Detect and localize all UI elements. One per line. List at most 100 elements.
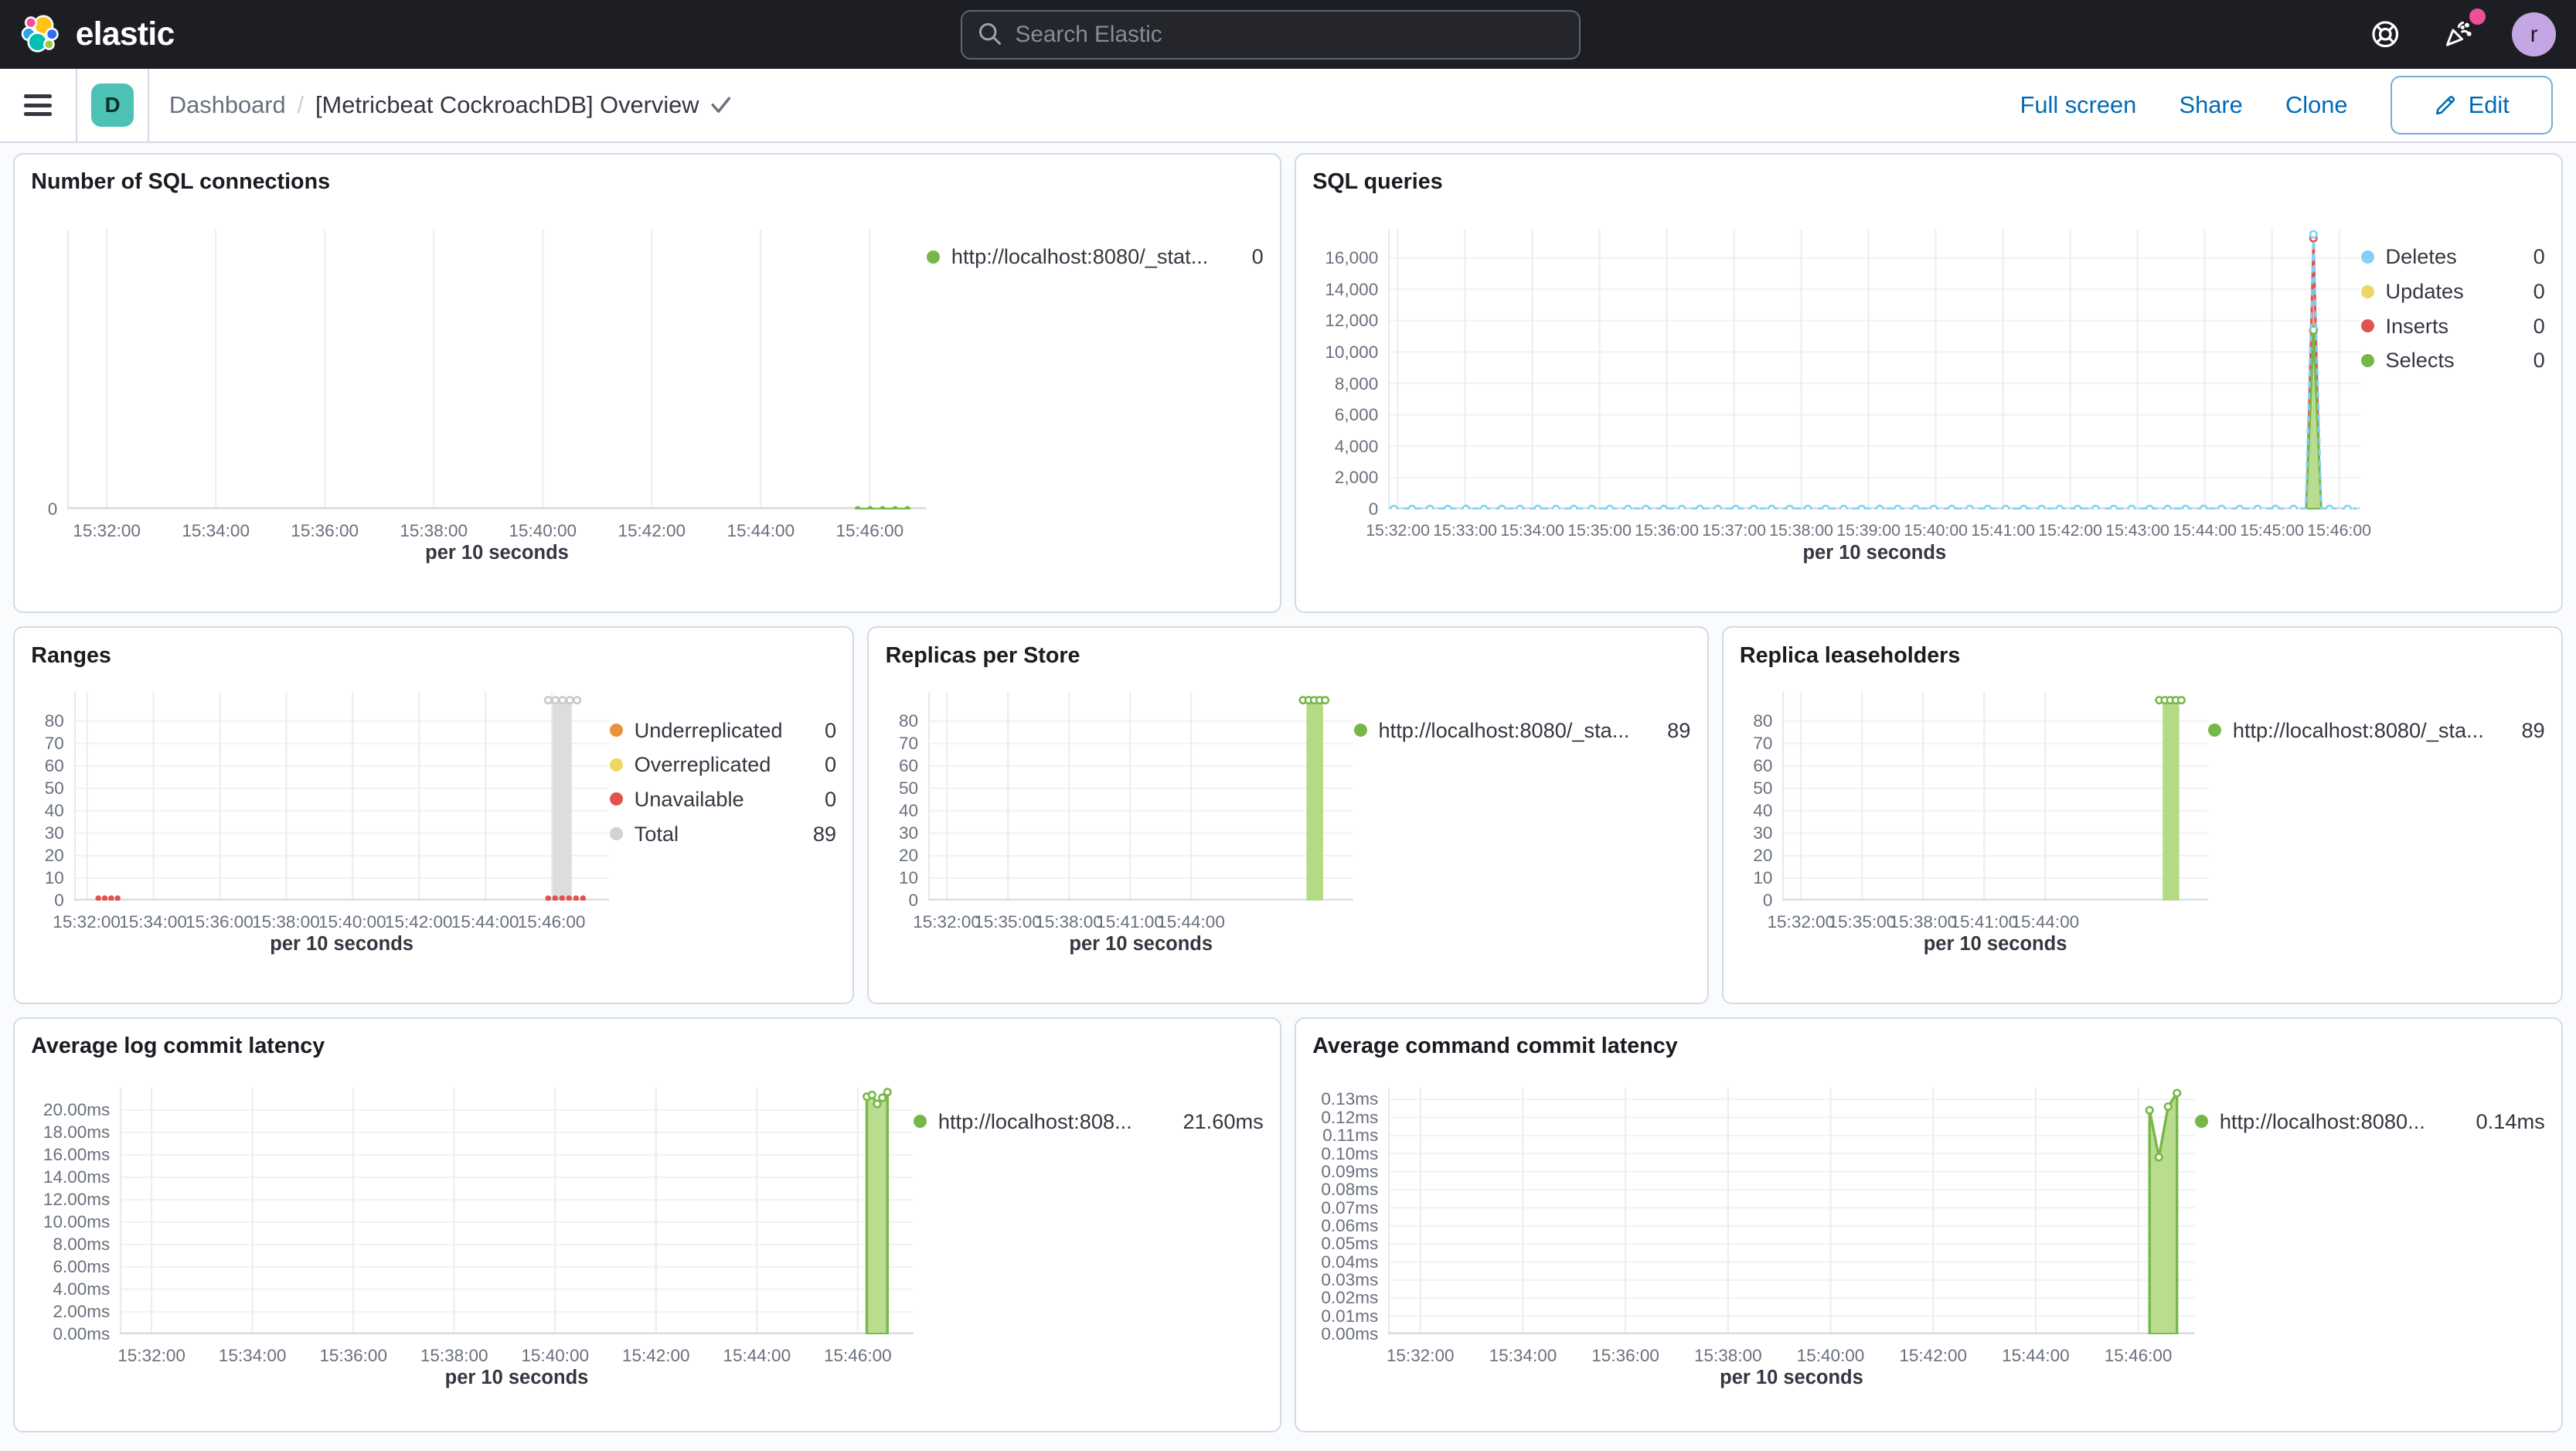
x-axis-title: per 10 seconds [1802,542,1947,564]
panel-ranges: Ranges 0 10 20 30 40 50 60 70 80 15:32:00 15:34:00… [13,625,855,1004]
y-tick-label: 10,000 [1325,342,1379,363]
legend-item[interactable]: Deletes 0 [2360,240,2545,274]
search-input[interactable] [961,9,1581,60]
legend-color-dot [913,1115,927,1128]
legend-value: 0 [824,752,837,777]
y-tick-label: 0.08ms [1321,1180,1379,1200]
legend-item[interactable]: Underreplicated 0 [609,713,837,748]
x-tick-label: 15:34:00 [1500,520,1564,540]
x-tick-label: 15:35:00 [1828,911,1897,932]
legend-item[interactable]: Updates 0 [2360,274,2545,309]
chart-plot-area[interactable] [927,691,1354,901]
y-tick-label: 2,000 [1334,468,1379,488]
y-tick-label: 0.03ms [1321,1270,1379,1290]
elastic-logo[interactable]: elastic [20,13,398,56]
legend-color-dot [2360,353,2374,367]
legend-item[interactable]: http://localhost:8080/_sta... 89 [2207,713,2545,748]
x-tick-label: 15:38:00 [1769,520,1833,540]
legend-value: 0 [2533,313,2545,338]
y-tick-label: 10 [44,867,64,887]
y-tick-label: 0.11ms [1322,1126,1379,1146]
chart-number-of-sql-connections[interactable]: 0 15:32:00 15:34:00 15:36:00 15:38:00 15:40:0… [31,200,927,564]
legend-value: 0 [2533,348,2545,373]
legend-value: 0 [824,717,837,742]
legend-color-dot [2360,250,2374,264]
chart-replica-leaseholders[interactable]: 0 10 20 30 40 50 60 70 80 15:32:00 15:35:00 15:38:0… [1740,673,2208,955]
chart-plot-area[interactable] [1387,1087,2195,1334]
y-tick-label: 14.00ms [43,1167,111,1187]
chart-replicas-per-store[interactable]: 0 10 20 30 40 50 60 70 80 15:32:00 15:35:00 15:38:0… [886,673,1354,955]
legend-label: Deletes [2385,244,2457,269]
panel-average-log-commit-latency: Average log commit latency 0.00ms 2.00ms 4… [13,1017,1281,1433]
x-tick-label: 15:32:00 [1386,1345,1455,1365]
breadcrumb-dashboard-link[interactable]: Dashboard [168,91,286,119]
user-avatar[interactable]: r [2512,12,2557,57]
x-tick-label: 15:44:00 [451,911,519,932]
chart-legend: http://localhost:8080/_sta... 89 [2207,673,2545,955]
x-tick-label: 15:36:00 [291,520,359,540]
panel-title: Number of SQL connections [31,169,331,195]
chart-plot-area[interactable] [120,1087,914,1334]
panel-sql-queries: SQL queries 0 2,000 4,000 6,000 8,000 10,000 1… [1294,152,2563,613]
legend-value: 0 [2533,244,2545,269]
legend-item[interactable]: http://localhost:8080... 0.14ms [2194,1104,2545,1139]
news-icon[interactable] [2440,8,2486,53]
help-icon[interactable] [2367,16,2404,53]
clone-button[interactable]: Clone [2285,91,2348,119]
x-tick-label: 15:40:00 [1904,520,1968,540]
chevron-down-icon [711,97,731,114]
top-header: elastic r [0,0,2576,70]
full-screen-button[interactable]: Full screen [2020,91,2137,119]
menu-icon[interactable] [0,69,77,141]
chart-plot-area[interactable] [73,691,610,901]
x-tick-label: 15:44:00 [723,1345,791,1365]
legend-item[interactable]: http://localhost:8080/_stat... 0 [926,240,1264,274]
legend-item[interactable]: http://localhost:808... 21.60ms [913,1104,1264,1139]
share-button[interactable]: Share [2179,91,2243,119]
chart-average-log-commit-latency[interactable]: 0.00ms 2.00ms 4.00ms 6.00ms 8.00ms 10.00ms 12.… [31,1064,914,1389]
x-tick-label: 15:40:00 [509,520,577,540]
chart-plot-area[interactable] [67,230,927,509]
x-tick-label: 15:42:00 [1899,1345,1968,1365]
legend-value: 0.14ms [2476,1109,2545,1133]
x-tick-label: 15:44:00 [2002,1345,2070,1365]
legend-label: http://localhost:8080/_sta... [1378,717,1630,742]
legend-item[interactable]: http://localhost:8080/_sta... 89 [1353,713,1690,748]
legend-item[interactable]: Unavailable 0 [609,782,836,817]
y-tick-label: 0.07ms [1321,1197,1379,1218]
chart-average-command-commit-latency[interactable]: 0.00ms 0.01ms 0.02ms 0.03ms 0.04ms 0.05ms 0.06… [1312,1064,2195,1389]
x-tick-label: 15:42:00 [621,1345,690,1365]
legend-label: Overreplicated [634,752,771,777]
x-tick-label: 15:38:00 [252,911,320,932]
breadcrumb: Dashboard / [Metricbeat CockroachDB] Ove… [169,91,732,119]
breadcrumb-current[interactable]: [Metricbeat CockroachDB] Overview [315,91,732,119]
elastic-logo-icon [21,15,59,53]
x-axis-title: per 10 seconds [1720,1367,1863,1389]
chart-sql-queries[interactable]: 0 2,000 4,000 6,000 8,000 10,000 12,000 14,000 1… [1312,200,2371,564]
y-tick-label: 60 [899,755,919,775]
edit-button[interactable]: Edit [2390,75,2554,135]
x-tick-label: 15:40:00 [1796,1345,1865,1365]
x-axis-title: per 10 seconds [444,1367,589,1389]
panel-title: Average log commit latency [31,1034,325,1059]
legend-item[interactable]: Overreplicated 0 [609,748,837,782]
y-tick-label: 8,000 [1334,373,1379,393]
y-tick-label: 20.00ms [43,1100,111,1120]
legend-item[interactable]: Total 89 [609,816,836,851]
y-tick-label: 4,000 [1334,436,1379,456]
chart-legend: Underreplicated 0 Overreplicated 0 Unavailab… [609,673,837,955]
chart-plot-area[interactable] [1387,230,2361,509]
x-tick-label: 15:36:00 [1591,1345,1659,1365]
y-tick-label: 70 [1753,733,1773,753]
space-selector[interactable]: D [77,69,150,141]
x-tick-label: 15:46:00 [2307,520,2371,540]
legend-color-dot [609,827,623,840]
y-tick-label: 30 [44,823,64,843]
y-tick-label: 14,000 [1325,279,1379,299]
notification-dot [2469,8,2486,25]
y-tick-label: 16,000 [1325,248,1379,268]
chart-plot-area[interactable] [1782,691,2208,901]
legend-item[interactable]: Inserts 0 [2360,308,2545,343]
legend-item[interactable]: Selects 0 [2360,343,2545,378]
chart-ranges[interactable]: 0 10 20 30 40 50 60 70 80 15:32:00 15:34:00 15:36:0… [31,673,610,955]
